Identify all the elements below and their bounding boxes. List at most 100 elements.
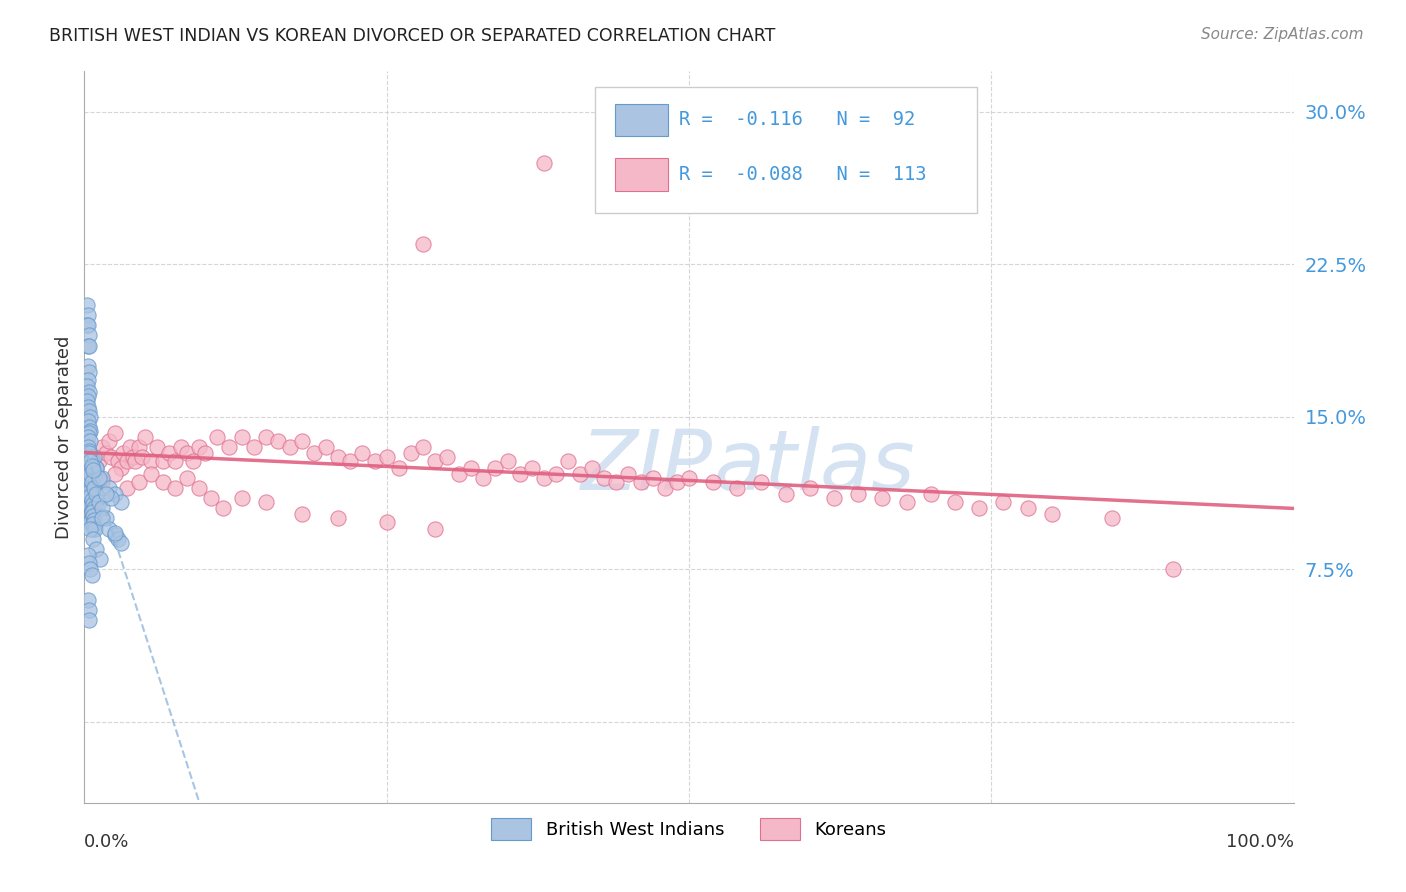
Point <box>94 487 117 501</box>
Point <box>207 430 229 444</box>
Point <box>170 440 193 454</box>
Point <box>1040 508 1063 522</box>
Point <box>423 521 446 535</box>
Point <box>77 548 100 562</box>
Point <box>87 471 110 485</box>
Point <box>83 513 105 527</box>
Point <box>77 389 100 403</box>
Point <box>388 460 411 475</box>
Point <box>80 481 103 495</box>
Point <box>79 450 101 465</box>
Point <box>107 532 129 546</box>
Point <box>79 454 101 468</box>
Point <box>97 434 120 449</box>
Point <box>121 450 143 465</box>
Point <box>104 527 127 541</box>
Point <box>352 446 374 460</box>
Point <box>363 454 385 468</box>
Point <box>80 511 103 525</box>
Point <box>231 491 253 505</box>
Point <box>593 471 616 485</box>
Point <box>80 568 103 582</box>
Point <box>412 237 434 252</box>
Point <box>328 450 350 465</box>
Point <box>77 603 100 617</box>
Point <box>581 460 603 475</box>
Text: ZIP: ZIP <box>581 425 713 507</box>
Point <box>176 471 198 485</box>
Point <box>80 475 103 489</box>
Point <box>278 440 301 454</box>
Point <box>110 460 132 475</box>
Point <box>82 508 104 522</box>
Point <box>165 454 187 468</box>
Point <box>254 495 277 509</box>
Point <box>84 521 107 535</box>
Point <box>91 440 114 454</box>
Point <box>218 440 240 454</box>
Point <box>131 450 153 465</box>
Point <box>302 446 325 460</box>
Point <box>702 475 724 489</box>
Point <box>943 495 966 509</box>
Point <box>799 481 821 495</box>
Point <box>544 467 567 481</box>
Point <box>496 454 519 468</box>
FancyBboxPatch shape <box>595 87 977 212</box>
Point <box>77 440 100 454</box>
Point <box>472 471 495 485</box>
Point <box>80 467 103 481</box>
Point <box>630 475 652 489</box>
Point <box>87 495 110 509</box>
Point <box>375 516 398 530</box>
Point <box>460 460 482 475</box>
Point <box>1161 562 1184 576</box>
Point <box>775 487 797 501</box>
Point <box>87 454 110 468</box>
Point <box>436 450 458 465</box>
Point <box>97 481 120 495</box>
Point <box>86 487 108 501</box>
Point <box>267 434 290 449</box>
Point <box>79 499 101 513</box>
Point <box>254 430 277 444</box>
Point <box>83 501 105 516</box>
Point <box>846 487 869 501</box>
Point <box>79 516 101 530</box>
Point <box>212 501 235 516</box>
Point <box>139 467 162 481</box>
Point <box>77 444 100 458</box>
Point <box>617 467 640 481</box>
FancyBboxPatch shape <box>616 103 668 136</box>
Point <box>399 446 422 460</box>
Point <box>115 454 138 468</box>
Point <box>79 562 101 576</box>
Point <box>128 440 150 454</box>
FancyBboxPatch shape <box>616 159 668 191</box>
Text: R =  -0.116   N =  92: R = -0.116 N = 92 <box>679 110 915 129</box>
Point <box>449 467 471 481</box>
Point <box>423 454 446 468</box>
Point <box>82 462 104 476</box>
Point <box>328 511 350 525</box>
Point <box>79 467 101 481</box>
Point <box>76 379 98 393</box>
Point <box>484 460 506 475</box>
Point <box>104 467 127 481</box>
Text: R =  -0.088   N =  113: R = -0.088 N = 113 <box>679 165 927 184</box>
Point <box>86 460 108 475</box>
Point <box>104 425 127 440</box>
Point <box>77 365 100 379</box>
Point <box>77 403 100 417</box>
Point <box>77 613 100 627</box>
Point <box>80 458 103 473</box>
Point <box>520 460 543 475</box>
Point <box>315 440 337 454</box>
Point <box>76 318 98 333</box>
Point <box>80 505 103 519</box>
Point <box>77 425 100 440</box>
Point <box>557 454 579 468</box>
Point <box>79 424 101 438</box>
Point <box>124 454 146 468</box>
Point <box>77 485 100 500</box>
